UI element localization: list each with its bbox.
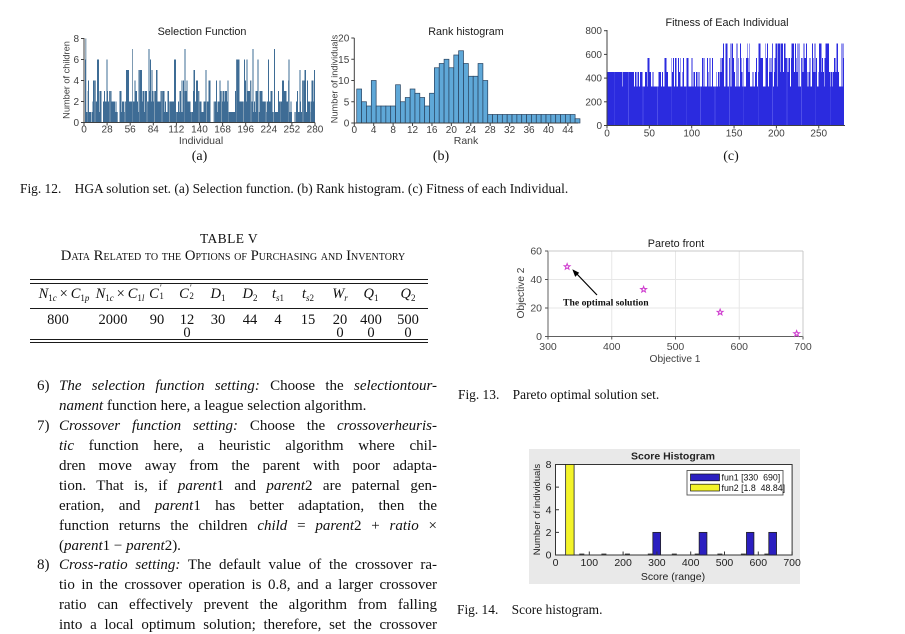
- svg-text:Score Histogram: Score Histogram: [631, 451, 715, 463]
- svg-text:700: 700: [794, 341, 812, 353]
- svg-text:196: 196: [237, 125, 254, 136]
- svg-text:Number of individuals: Number of individuals: [330, 34, 340, 123]
- svg-text:4: 4: [73, 76, 79, 87]
- svg-text:0: 0: [352, 125, 358, 136]
- svg-text:600: 600: [585, 50, 602, 61]
- svg-text:(a): (a): [192, 149, 208, 164]
- svg-text:4: 4: [546, 504, 552, 516]
- svg-text:36: 36: [523, 125, 535, 136]
- svg-text:200: 200: [768, 129, 785, 140]
- svg-text:100: 100: [683, 129, 700, 140]
- svg-text:20: 20: [446, 125, 458, 136]
- svg-text:224: 224: [260, 125, 277, 136]
- svg-text:4: 4: [371, 125, 377, 136]
- svg-text:15: 15: [338, 55, 350, 66]
- svg-text:10: 10: [338, 76, 350, 87]
- svg-text:32: 32: [504, 125, 516, 136]
- svg-text:Score (range): Score (range): [641, 571, 705, 583]
- svg-text:2: 2: [546, 527, 552, 539]
- svg-text:Number of individuals: Number of individuals: [532, 464, 543, 556]
- svg-text:200: 200: [585, 97, 602, 108]
- svg-text:0: 0: [553, 557, 559, 569]
- svg-text:50: 50: [644, 129, 656, 140]
- svg-text:6: 6: [73, 55, 79, 66]
- svg-text:The optimal solution: The optimal solution: [563, 298, 649, 309]
- svg-text:fun1 [330 690]: fun1 [330 690]: [722, 473, 781, 483]
- svg-text:44: 44: [562, 125, 574, 136]
- svg-text:Objective 2: Objective 2: [516, 267, 527, 318]
- svg-text:300: 300: [648, 557, 666, 569]
- svg-text:8: 8: [390, 125, 396, 136]
- svg-text:24: 24: [465, 125, 477, 136]
- svg-text:20: 20: [530, 303, 542, 315]
- svg-text:0: 0: [546, 550, 552, 562]
- svg-text:Pareto front: Pareto front: [648, 238, 704, 250]
- svg-text:Rank: Rank: [454, 135, 479, 147]
- svg-text:6: 6: [546, 482, 552, 494]
- svg-text:252: 252: [284, 125, 301, 136]
- svg-text:400: 400: [603, 341, 621, 353]
- svg-text:(b): (b): [433, 149, 450, 164]
- svg-text:800: 800: [585, 26, 602, 37]
- svg-text:fun2 [1.8 48.84]: fun2 [1.8 48.84]: [722, 483, 786, 493]
- svg-text:0: 0: [536, 331, 542, 343]
- svg-text:0: 0: [596, 121, 602, 132]
- svg-text:140: 140: [191, 125, 208, 136]
- svg-text:56: 56: [125, 125, 137, 136]
- svg-text:Fitness of Each Individual: Fitness of Each Individual: [665, 17, 788, 29]
- svg-text:Objective 1: Objective 1: [650, 354, 701, 365]
- svg-text:60: 60: [530, 246, 542, 258]
- svg-text:100: 100: [581, 557, 599, 569]
- svg-text:5: 5: [344, 97, 350, 108]
- svg-text:400: 400: [585, 74, 602, 85]
- svg-text:300: 300: [539, 341, 557, 353]
- svg-text:Individual: Individual: [179, 135, 223, 147]
- svg-text:0: 0: [344, 119, 350, 130]
- svg-text:Rank histogram: Rank histogram: [428, 26, 504, 38]
- svg-text:Number of children: Number of children: [62, 41, 72, 119]
- svg-text:600: 600: [730, 341, 748, 353]
- svg-text:40: 40: [543, 125, 555, 136]
- svg-text:500: 500: [667, 341, 685, 353]
- svg-text:40: 40: [530, 274, 542, 286]
- svg-text:2: 2: [73, 97, 79, 108]
- svg-text:150: 150: [726, 129, 743, 140]
- svg-text:0: 0: [73, 118, 79, 129]
- svg-text:28: 28: [102, 125, 114, 136]
- svg-text:20: 20: [338, 34, 350, 45]
- svg-text:700: 700: [783, 557, 801, 569]
- svg-text:600: 600: [750, 557, 768, 569]
- svg-text:280: 280: [307, 125, 324, 136]
- svg-text:500: 500: [716, 557, 734, 569]
- svg-text:200: 200: [614, 557, 632, 569]
- svg-text:112: 112: [168, 125, 184, 136]
- svg-text:84: 84: [148, 125, 160, 136]
- svg-text:0: 0: [81, 125, 87, 136]
- svg-text:0: 0: [604, 129, 610, 140]
- svg-text:Selection Function: Selection Function: [158, 26, 247, 38]
- svg-text:168: 168: [214, 125, 231, 136]
- svg-text:12: 12: [407, 125, 419, 136]
- svg-text:250: 250: [810, 129, 827, 140]
- svg-text:16: 16: [426, 125, 438, 136]
- svg-text:(c): (c): [723, 149, 739, 164]
- svg-text:8: 8: [546, 459, 552, 471]
- svg-text:8: 8: [73, 34, 79, 45]
- svg-text:400: 400: [682, 557, 700, 569]
- svg-text:28: 28: [485, 125, 497, 136]
